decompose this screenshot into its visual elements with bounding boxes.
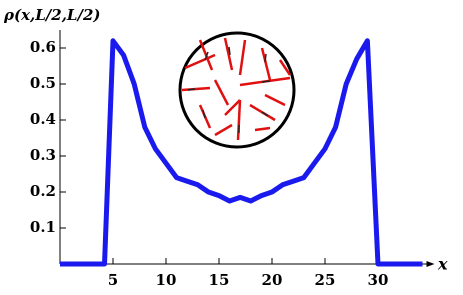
x-axis-arrow	[426, 261, 435, 267]
y-axis-label: ρ(x,L/2,L/2)	[3, 6, 100, 24]
x-tick-label: 20	[262, 271, 283, 289]
y-tick-label: 0.5	[30, 74, 56, 92]
x-tick-label: 30	[368, 271, 389, 289]
data-line	[60, 38, 423, 267]
y-tick-label: 0.4	[30, 110, 56, 128]
inset-arrows	[187, 46, 271, 133]
y-tick-label: 0.6	[30, 38, 56, 56]
x-tick-label: 5	[108, 271, 118, 289]
x-tick-label: 25	[315, 271, 336, 289]
x-tick-label: 10	[156, 271, 177, 289]
inset	[178, 31, 296, 149]
y-tick-label: 0.1	[30, 218, 56, 236]
y-tick-label: 0.2	[30, 182, 56, 200]
x-axis-label: x	[437, 255, 448, 274]
y-tick-label: 0.3	[30, 146, 56, 164]
x-tick-label: 15	[209, 271, 230, 289]
